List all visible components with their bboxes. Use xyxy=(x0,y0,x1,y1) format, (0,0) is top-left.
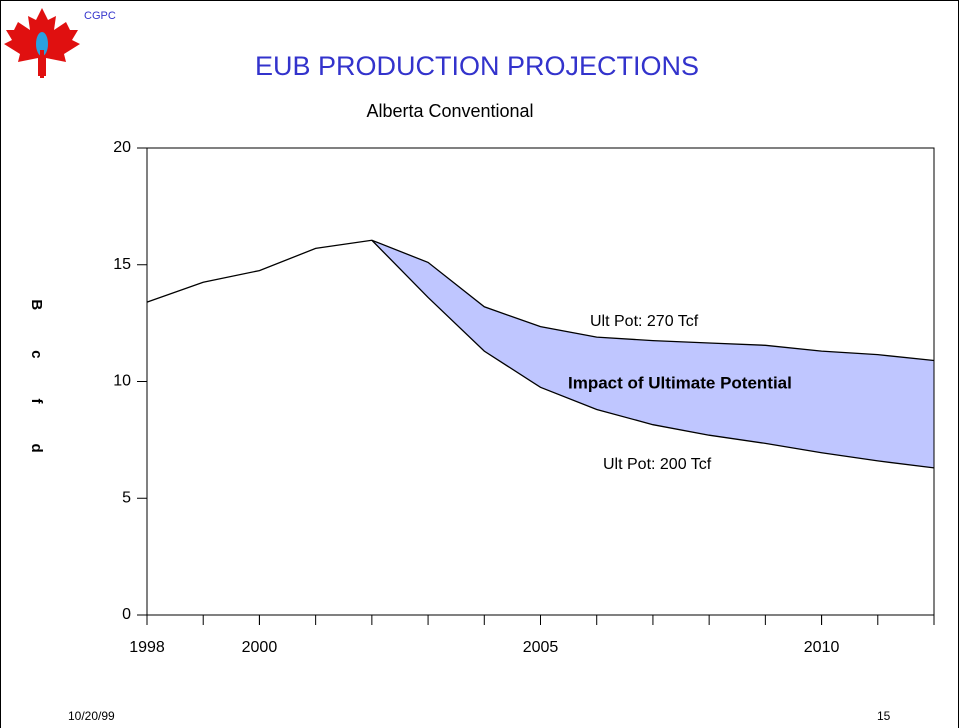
x-tick-label: 2010 xyxy=(804,639,840,656)
series-label: Ult Pot: 200 Tcf xyxy=(603,456,712,473)
chart-subtitle: Alberta Conventional xyxy=(366,101,533,121)
y-tick-label: 0 xyxy=(122,606,131,623)
series-line xyxy=(371,239,935,469)
y-tick-label: 10 xyxy=(113,373,131,390)
series-line xyxy=(146,239,935,362)
y-axis-label: Bcfd xyxy=(28,299,45,492)
flame xyxy=(36,32,48,56)
leaf-stem xyxy=(40,50,44,78)
y-tick-label: 5 xyxy=(122,489,131,506)
annotation: Impact of Ultimate Potential xyxy=(568,373,792,392)
x-tick-label: 2000 xyxy=(242,639,278,656)
x-tick-label: 1998 xyxy=(129,639,165,656)
logo xyxy=(4,8,80,78)
x-tick-label: 2005 xyxy=(523,639,559,656)
series-label: Ult Pot: 270 Tcf xyxy=(590,313,699,330)
chart-title: EUB PRODUCTION PROJECTIONS xyxy=(255,51,699,81)
logo-text: CGPC xyxy=(84,10,116,22)
footer-date: 10/20/99 xyxy=(68,709,115,723)
y-tick-label: 15 xyxy=(113,256,131,273)
footer-page: 15 xyxy=(877,709,891,723)
y-tick-label: 20 xyxy=(113,139,131,156)
impact-area xyxy=(371,240,934,468)
